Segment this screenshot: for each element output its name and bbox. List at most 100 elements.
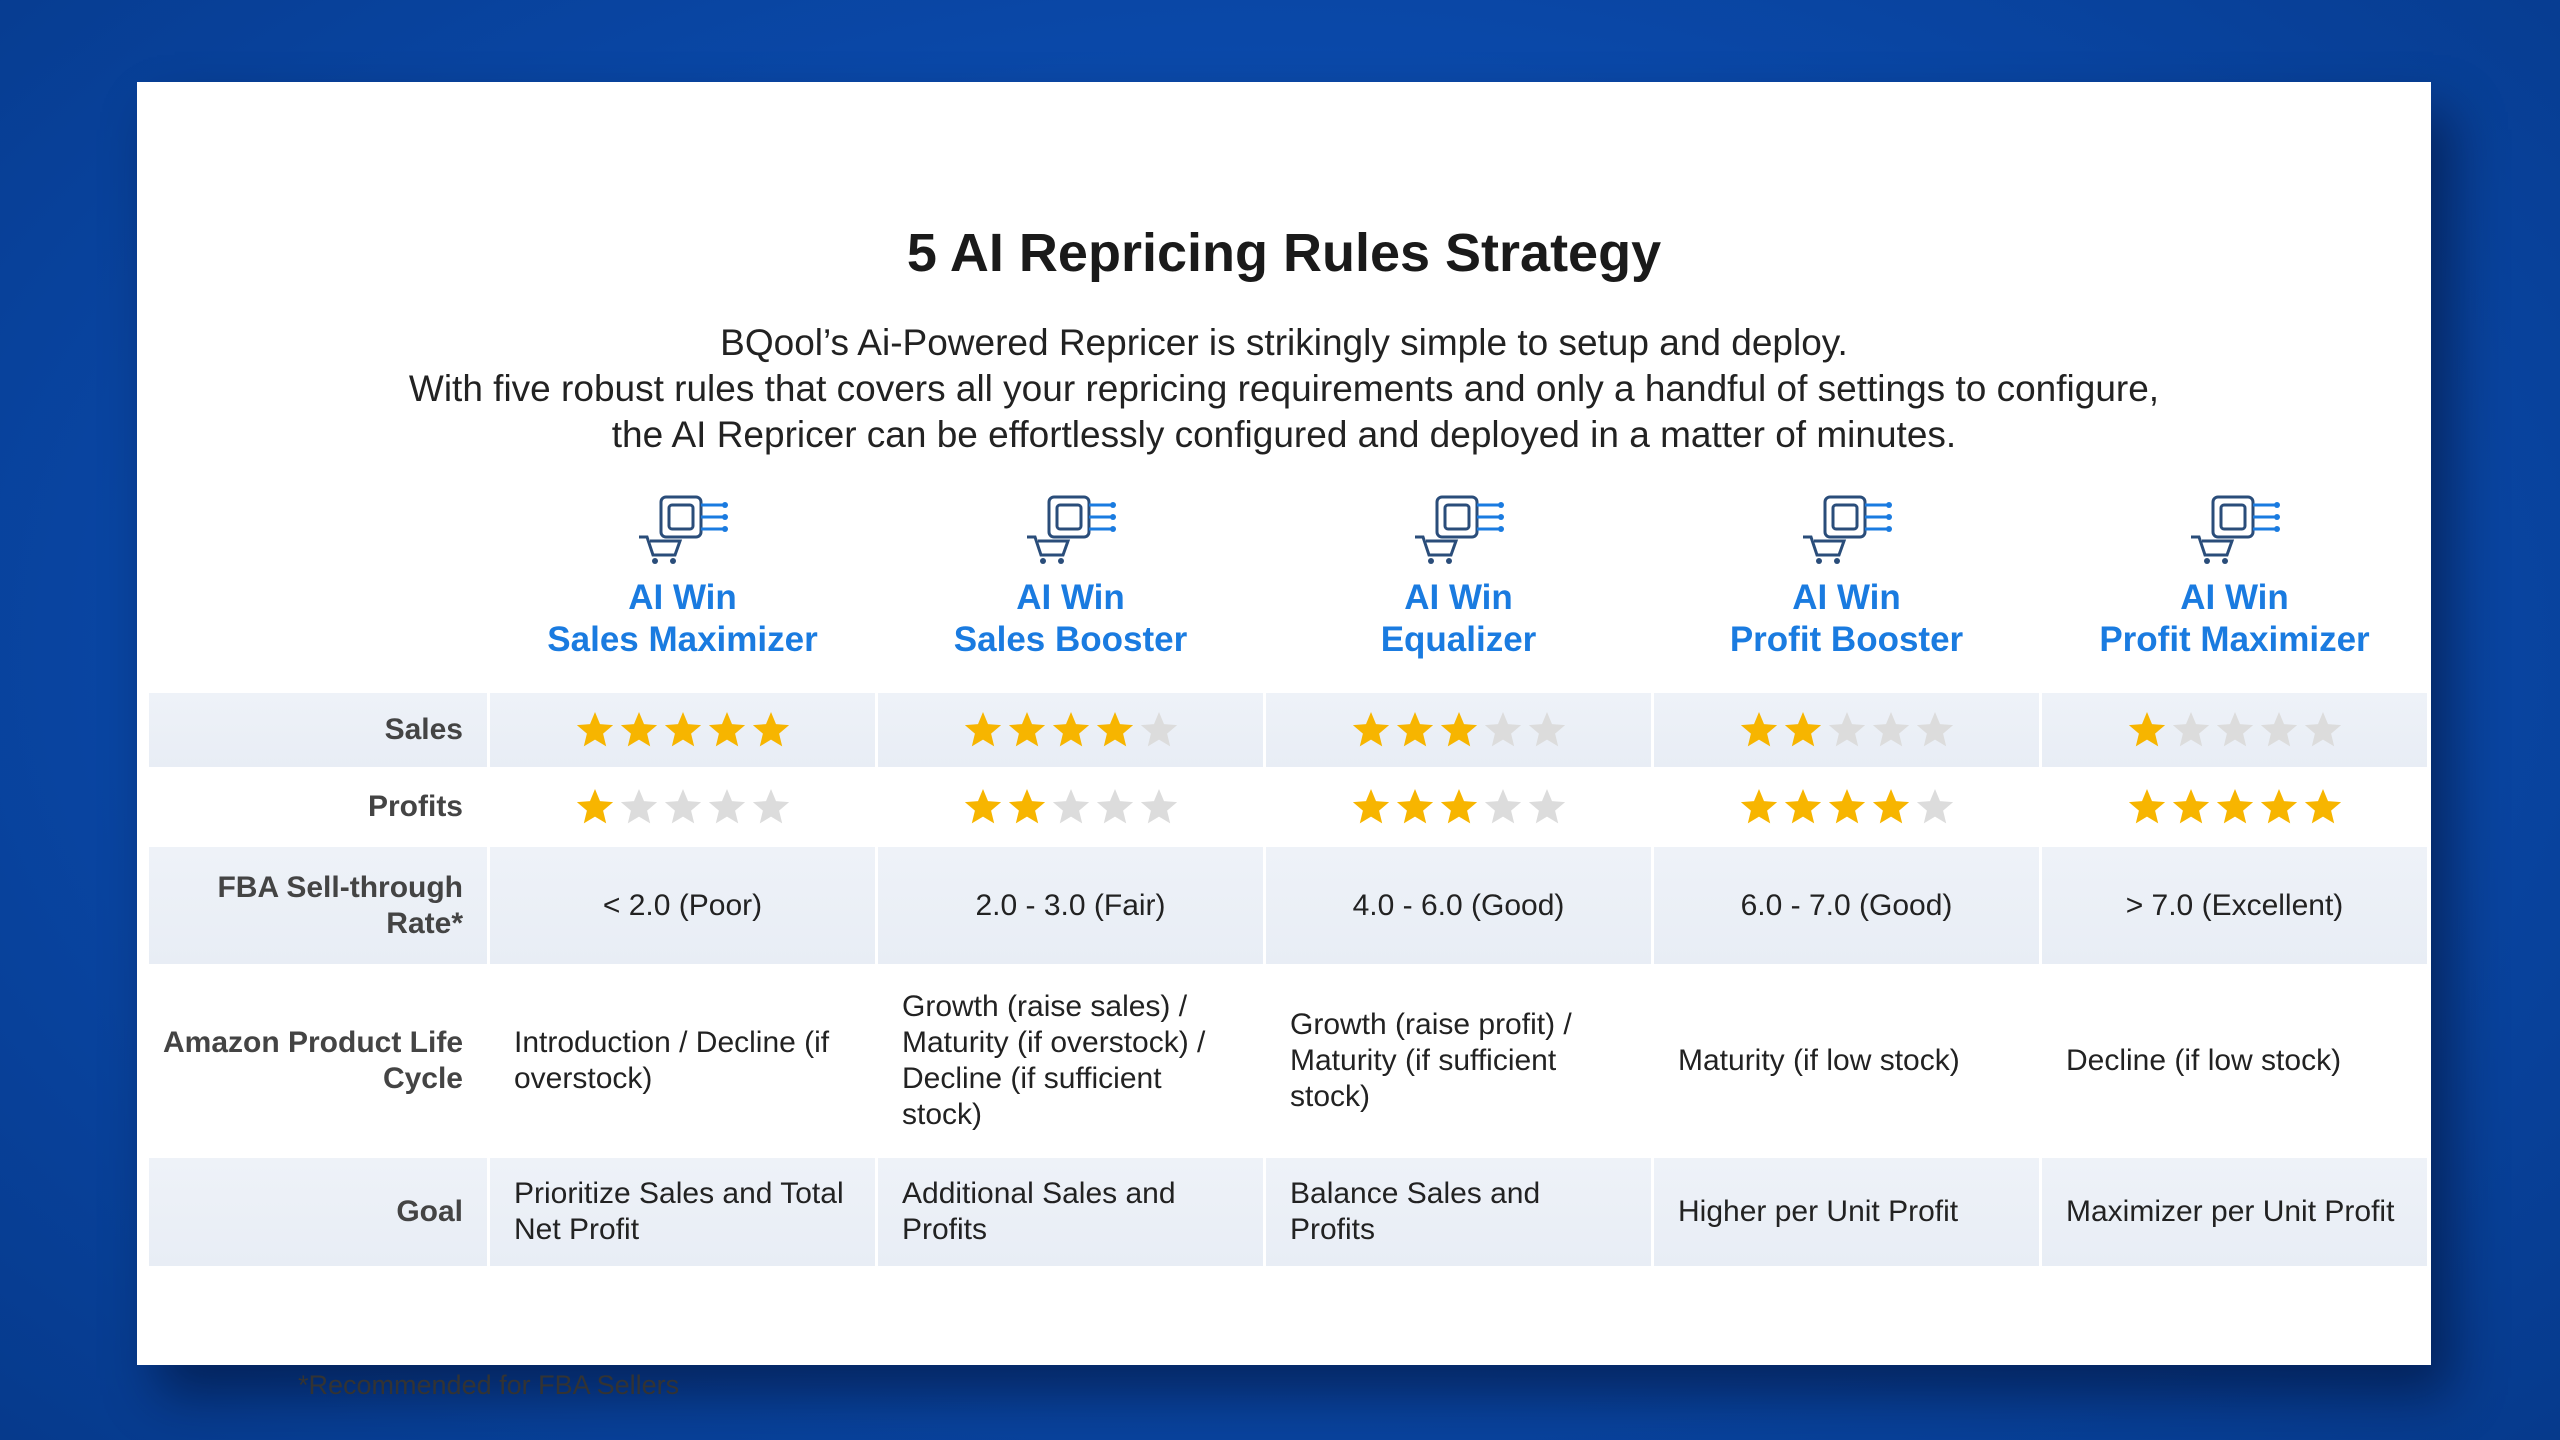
table-cell: Balance Sales and Profits	[1266, 1158, 1651, 1266]
column-header: AI Win Profit Maximizer	[2042, 465, 2427, 690]
star	[1140, 789, 1177, 824]
cart	[638, 535, 682, 557]
star	[2172, 712, 2209, 747]
pin-end	[1109, 502, 1116, 508]
footnote: *Recommended for FBA Sellers	[298, 1370, 680, 1400]
star	[1916, 789, 1953, 824]
star	[1440, 712, 1477, 747]
star	[2260, 712, 2297, 747]
star	[576, 712, 613, 747]
cart	[1414, 535, 1458, 557]
chip	[1435, 495, 1478, 539]
subtitle-line: the AI Repricer can be effortlessly conf…	[611, 414, 1957, 455]
star	[2216, 712, 2253, 747]
wheel	[651, 558, 658, 564]
star	[1828, 789, 1865, 824]
star	[1052, 712, 1089, 747]
rule-icon	[1414, 495, 1504, 564]
pin-end	[1497, 514, 1504, 520]
column-header: AI Win Sales Maximizer	[490, 465, 875, 690]
pin-end	[1885, 526, 1892, 532]
star	[620, 789, 657, 824]
star	[1784, 712, 1821, 747]
star	[1096, 789, 1133, 824]
rating-cell	[878, 693, 1263, 767]
pin-end	[721, 502, 728, 508]
rating-cell	[490, 770, 875, 844]
corner	[149, 465, 487, 690]
star	[1008, 789, 1045, 824]
star	[1740, 712, 1777, 747]
rating-cell	[490, 693, 875, 767]
star	[2216, 789, 2253, 824]
rating-cell	[1654, 770, 2039, 844]
cart	[1026, 535, 1070, 557]
chip-core	[1055, 503, 1082, 531]
column-title: AI Win	[2180, 578, 2289, 617]
pin-end	[1885, 502, 1892, 508]
column-title: AI Win	[1016, 578, 1125, 617]
star	[1872, 789, 1909, 824]
star	[1484, 712, 1521, 747]
chip-core	[1831, 503, 1858, 531]
chip	[1047, 495, 1090, 539]
wheel	[2203, 558, 2210, 564]
row-label: FBA Sell-through Rate*	[149, 847, 487, 964]
star	[1528, 789, 1565, 824]
rating-cell	[2042, 693, 2427, 767]
wheel	[1039, 558, 1046, 564]
star	[1740, 789, 1777, 824]
star	[2172, 789, 2209, 824]
rating-cell	[878, 770, 1263, 844]
pin-end	[1497, 526, 1504, 532]
table-cell: 4.0 - 6.0 (Good)	[1266, 847, 1651, 964]
star-rating	[1740, 789, 1953, 824]
star-rating	[2128, 712, 2341, 747]
column-title: AI Win	[1404, 578, 1513, 617]
star	[1396, 789, 1433, 824]
table-cell: Additional Sales and Profits	[878, 1158, 1263, 1266]
table-cell: > 7.0 (Excellent)	[2042, 847, 2427, 964]
star	[1096, 712, 1133, 747]
star	[2128, 712, 2165, 747]
chip	[1823, 495, 1866, 539]
star-rating	[1352, 789, 1565, 824]
pin-end	[2273, 502, 2280, 508]
wheel	[669, 558, 676, 564]
star	[1352, 712, 1389, 747]
rating-cell	[2042, 770, 2427, 844]
star	[2304, 712, 2341, 747]
pin-end	[1109, 514, 1116, 520]
star	[1052, 789, 1089, 824]
wheel	[1833, 558, 1840, 564]
star	[1916, 712, 1953, 747]
pin-end	[721, 514, 728, 520]
cart	[1802, 535, 1846, 557]
wheel	[1445, 558, 1452, 564]
table-cell: 6.0 - 7.0 (Good)	[1654, 847, 2039, 964]
star-rating	[964, 789, 1177, 824]
star	[964, 712, 1001, 747]
table-cell: 2.0 - 3.0 (Fair)	[878, 847, 1263, 964]
pin-end	[2273, 526, 2280, 532]
table-cell: Higher per Unit Profit	[1654, 1158, 2039, 1266]
column-title: Sales Maximizer	[547, 620, 818, 659]
pin-end	[1885, 514, 1892, 520]
pin-end	[1497, 502, 1504, 508]
rule-icon	[1026, 495, 1116, 564]
rule-icon	[638, 495, 728, 564]
table-cell: Growth (raise profit) / Maturity (if suf…	[1290, 1008, 1572, 1113]
star	[2128, 789, 2165, 824]
star	[2260, 789, 2297, 824]
wheel	[2221, 558, 2228, 564]
star	[708, 789, 745, 824]
row-label: Goal	[149, 1158, 487, 1266]
row-label: Amazon Product Life Cycle	[162, 1026, 463, 1095]
subtitle: BQool’s Ai-Powered Repricer is strikingl…	[137, 320, 2431, 458]
column-header: AI Win Sales Booster	[878, 465, 1263, 690]
column-header: AI Win Profit Booster	[1654, 465, 2039, 690]
wheel	[1057, 558, 1064, 564]
pin-end	[2273, 514, 2280, 520]
rule-icon	[2190, 495, 2280, 564]
